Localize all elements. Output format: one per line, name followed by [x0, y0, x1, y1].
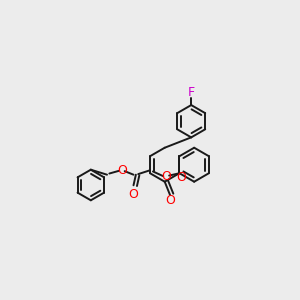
Text: F: F: [188, 86, 195, 99]
Text: O: O: [165, 194, 175, 207]
Text: O: O: [117, 164, 127, 177]
Text: O: O: [128, 188, 138, 201]
Text: O: O: [161, 170, 171, 183]
Text: O: O: [176, 171, 186, 184]
